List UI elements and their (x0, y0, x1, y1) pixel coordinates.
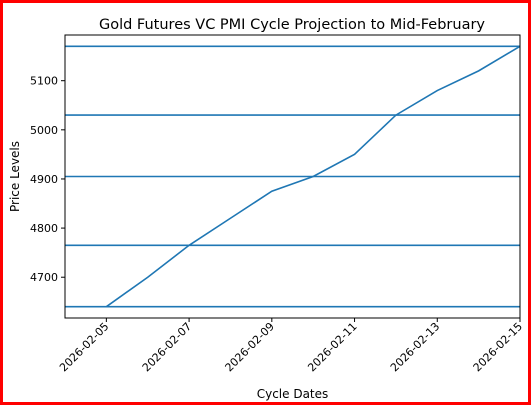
y-tick-label: 5000 (30, 124, 58, 137)
series-line (105, 45, 521, 308)
x-tick-label: 2026-02-13 (388, 320, 442, 374)
y-tick-label: 5100 (30, 75, 58, 88)
y-tick-label: 4700 (30, 271, 58, 284)
x-axis-label: Cycle Dates (257, 387, 329, 401)
x-tick-label: 2026-02-15 (471, 320, 525, 374)
y-axis-label: Price Levels (8, 141, 22, 212)
x-tick-label: 2026-02-09 (223, 320, 277, 374)
x-tick-label: 2026-02-05 (57, 320, 111, 374)
chart-title: Gold Futures VC PMI Cycle Projection to … (99, 17, 485, 33)
x-tick-label: 2026-02-11 (305, 320, 359, 374)
line-chart: Gold Futures VC PMI Cycle Projection to … (8, 17, 525, 401)
x-tick-label: 2026-02-07 (140, 320, 194, 374)
y-tick-label: 4800 (30, 222, 58, 235)
plot-area (64, 34, 521, 319)
y-tick-label: 4900 (30, 173, 58, 186)
